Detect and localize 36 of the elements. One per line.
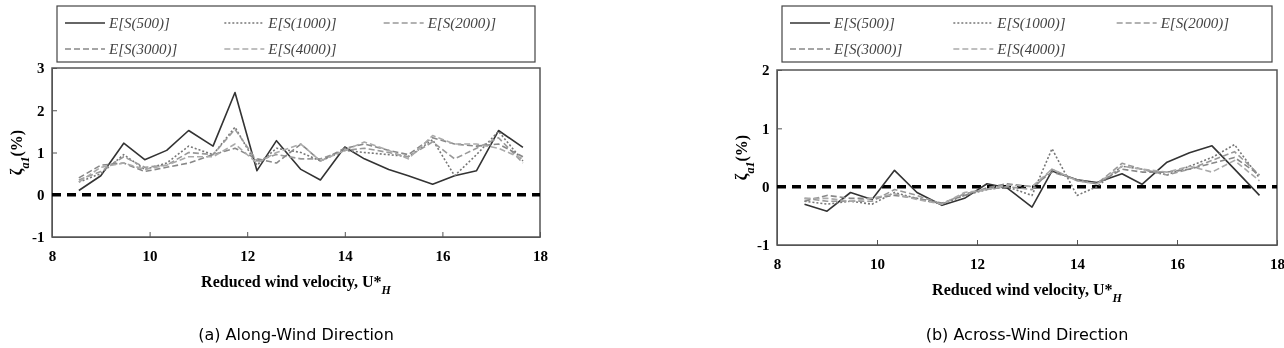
legend-label: E[S(500)] [833,15,895,32]
legend-label: E[S(4000)] [267,41,337,58]
x-tick-label: 10 [142,248,158,264]
x-tick-label: 16 [1170,256,1186,272]
y-tick-label: 1 [37,144,45,161]
legend-label: E[S(500)] [108,15,170,32]
text: (a) Along-Wind Direction [198,325,394,344]
text: (b) Across-Wind Direction [925,325,1129,344]
x-tick-label: 16 [435,248,451,264]
x-axis-title: Reduced wind velocity, U*$_{H}$ [932,281,1123,305]
y-tick-label: 2 [37,102,45,119]
y-tick-label: 2 [762,62,770,79]
x-tick-label: 10 [870,256,885,272]
legend-label: E[S(1000)] [267,15,337,32]
x-tick-label: 14 [1070,256,1086,272]
x-tick-label: 14 [337,248,354,264]
x-tick-label: 12 [970,256,985,272]
y-tick-label: 0 [37,187,45,204]
x-tick-label: 18 [533,248,548,264]
legend-label: E[S(4000)] [996,41,1066,58]
y-tick-label: 1 [762,120,770,137]
legend-label: E[S(3000)] [108,41,178,58]
legend-label: E[S(1000)] [996,15,1066,32]
line-series [78,91,524,192]
y-tick-label: -1 [32,229,45,246]
x-tick-label: 8 [773,256,782,272]
y-tick-label: 0 [762,178,770,195]
x-axis-title: Reduced wind velocity, U*$_{H}$ [201,273,392,297]
x-tick-label: 12 [240,248,256,264]
y-tick-label: 3 [37,60,45,77]
x-tick-label: 18 [1270,256,1284,272]
legend-label: E[S(2000)] [1159,15,1230,32]
legend-label: E[S(3000)] [833,41,903,58]
y-tick-label: -1 [757,237,770,254]
x-tick-label: 8 [48,248,57,264]
legend-label: E[S(2000)] [426,15,497,32]
